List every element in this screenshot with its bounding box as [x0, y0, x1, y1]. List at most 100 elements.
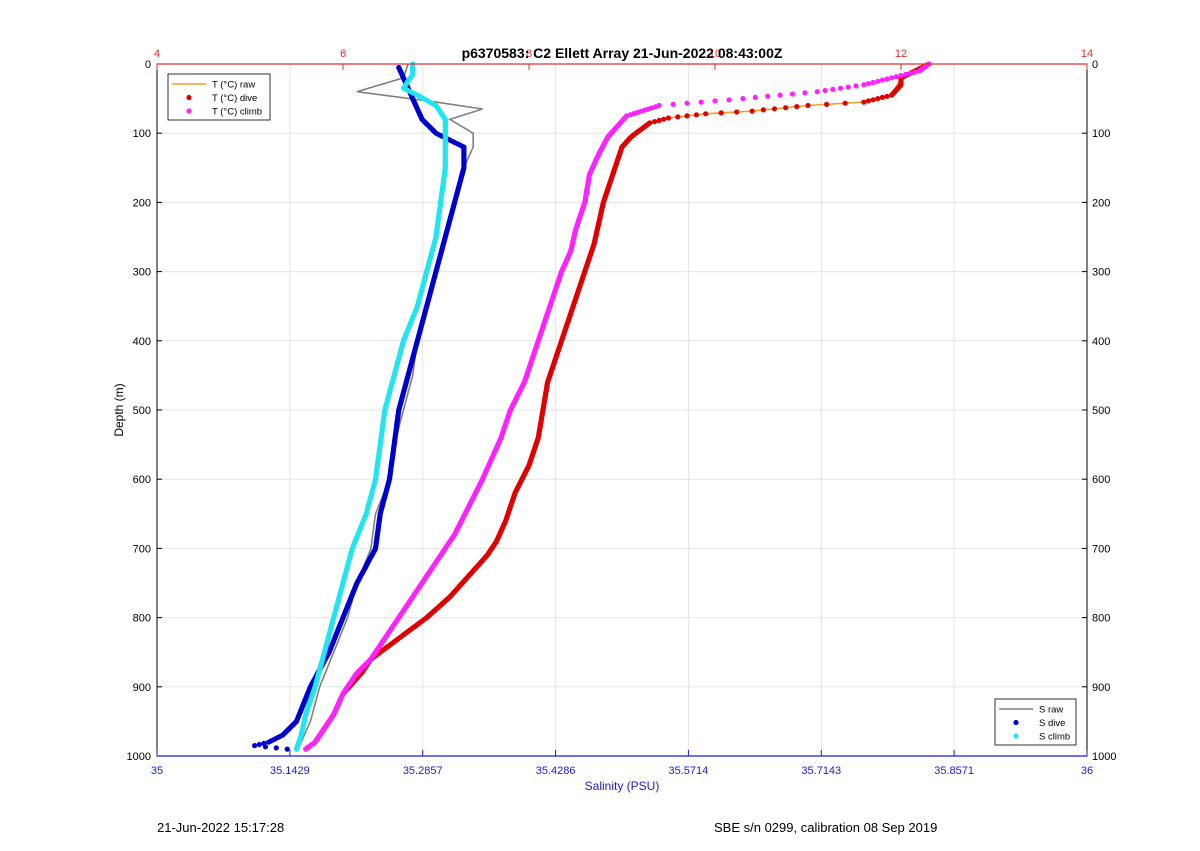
point-t-c-climb: [712, 98, 718, 104]
x-bottom-tick-label: 35.1429: [270, 765, 310, 777]
point-t-c-climb: [917, 68, 923, 74]
point-t-c-climb: [865, 81, 872, 87]
point-t-c-climb: [777, 92, 783, 98]
point-s-dive: [262, 744, 269, 750]
point-s-dive: [266, 739, 272, 745]
point-t-c-dive: [684, 113, 690, 119]
point-t-c-climb: [870, 79, 876, 86]
point-t-c-dive: [652, 119, 658, 125]
series-layer: [252, 61, 932, 752]
point-t-c-dive: [703, 111, 709, 117]
legend-label: T (°C) climb: [212, 107, 262, 118]
point-t-c-dive: [879, 94, 886, 100]
point-t-c-climb: [903, 71, 909, 77]
y-tick-label-right: 900: [1092, 682, 1110, 694]
point-t-c-dive: [675, 114, 681, 120]
footer-calibration: SBE s/n 0299, calibration 08 Sep 2019: [714, 820, 938, 835]
y-tick-label-right: 500: [1092, 405, 1110, 417]
series-s-dive: [252, 64, 467, 752]
point-t-c-dive: [842, 100, 848, 106]
point-t-c-climb: [698, 99, 704, 105]
point-s-climb: [293, 746, 300, 752]
point-t-c-climb: [889, 75, 895, 81]
legend-label: T (°C) dive: [212, 93, 257, 104]
point-t-c-dive: [734, 109, 740, 115]
x-bottom-tick-label: 35.8571: [934, 765, 974, 777]
point-t-c-dive: [875, 96, 881, 102]
point-t-c-climb: [837, 85, 844, 91]
point-t-c-dive: [805, 102, 811, 109]
legend-top-left: T (°C) raw T (°C) dive T (°C) climb: [167, 73, 271, 121]
y-tick-label-right: 300: [1092, 267, 1110, 279]
point-t-c-dive: [783, 105, 789, 111]
y-tick-label-left: 500: [133, 405, 151, 417]
legend-swatch-dot: [186, 108, 192, 114]
point-t-c-climb: [830, 86, 836, 92]
point-t-c-climb: [752, 94, 758, 100]
legend-label: S dive: [1039, 718, 1065, 729]
y-tick-label-left: 600: [133, 474, 151, 486]
y-tick-label-right: 400: [1092, 336, 1110, 348]
point-t-c-climb: [789, 91, 796, 97]
point-t-c-climb: [670, 101, 676, 107]
grid-layer: [156, 63, 1088, 757]
point-t-c-dive: [771, 106, 778, 112]
y-tick-label-right: 800: [1092, 613, 1110, 625]
y-axis-label: Depth (m): [112, 383, 126, 436]
x-axis-label: Salinity (PSU): [585, 779, 660, 793]
x-bottom-tick-label: 35.7143: [801, 765, 841, 777]
point-t-c-climb: [684, 100, 690, 106]
x-top-tick-label: 10: [709, 48, 721, 60]
y-tick-label-right: 700: [1092, 543, 1110, 555]
y-tick-label-right: 100: [1092, 128, 1110, 140]
y-tick-label-right: 1000: [1092, 751, 1116, 763]
y-tick-label-left: 0: [145, 59, 151, 71]
point-t-c-climb: [802, 90, 808, 96]
point-t-c-dive: [665, 115, 672, 121]
legend-swatch-dot: [186, 94, 192, 101]
point-t-c-climb: [303, 746, 309, 752]
y-tick-label-right: 0: [1092, 59, 1098, 71]
point-t-c-dive: [693, 112, 700, 118]
legend-swatch-dot: [1013, 733, 1019, 739]
point-t-c-dive: [656, 117, 662, 123]
point-s-dive: [273, 745, 279, 751]
point-t-c-climb: [814, 89, 820, 95]
series-t-c-climb: [303, 61, 932, 752]
point-t-c-climb: [740, 96, 746, 102]
legend-label: S climb: [1039, 732, 1070, 743]
point-t-c-dive: [889, 92, 895, 98]
y-tick-label-left: 800: [133, 613, 151, 625]
y-tick-label-left: 1000: [127, 751, 151, 763]
y-tick-label-right: 200: [1092, 197, 1110, 209]
point-t-c-climb: [879, 77, 886, 83]
chart-title: p6370583: C2 Ellett Array 21-Jun-2022 08…: [462, 45, 783, 61]
point-t-c-climb: [765, 93, 771, 99]
y-tick-label-left: 200: [133, 197, 151, 209]
point-t-c-dive: [749, 108, 755, 114]
point-t-c-climb: [875, 78, 881, 84]
x-top-tick-label: 6: [340, 48, 346, 60]
point-t-c-dive: [870, 97, 876, 103]
point-t-c-dive: [884, 93, 890, 99]
point-t-c-dive: [794, 104, 800, 110]
point-t-c-climb: [893, 74, 899, 80]
point-s-dive: [252, 743, 258, 749]
point-t-c-dive: [865, 98, 872, 104]
y-tick-label-left: 700: [133, 543, 151, 555]
legend-bottom-right: S raw S dive S climb: [994, 698, 1077, 746]
legend-box: [994, 698, 1077, 746]
point-t-c-climb: [845, 84, 851, 90]
axis-layer: 0 0 100 100 200 200 300 300 400 400 500 500 600 600 70…: [127, 48, 1117, 777]
x-top-tick-label: 8: [526, 48, 532, 60]
y-tick-label-right: 600: [1092, 474, 1110, 486]
point-s-dive: [256, 741, 262, 748]
x-bottom-tick-label: 36: [1081, 765, 1093, 777]
legend-label: T (°C) raw: [212, 80, 255, 91]
point-t-c-climb: [912, 69, 918, 75]
point-t-c-dive: [861, 99, 867, 105]
x-bottom-tick-label: 35.5714: [669, 765, 709, 777]
series-t-c-dive: [303, 61, 932, 752]
